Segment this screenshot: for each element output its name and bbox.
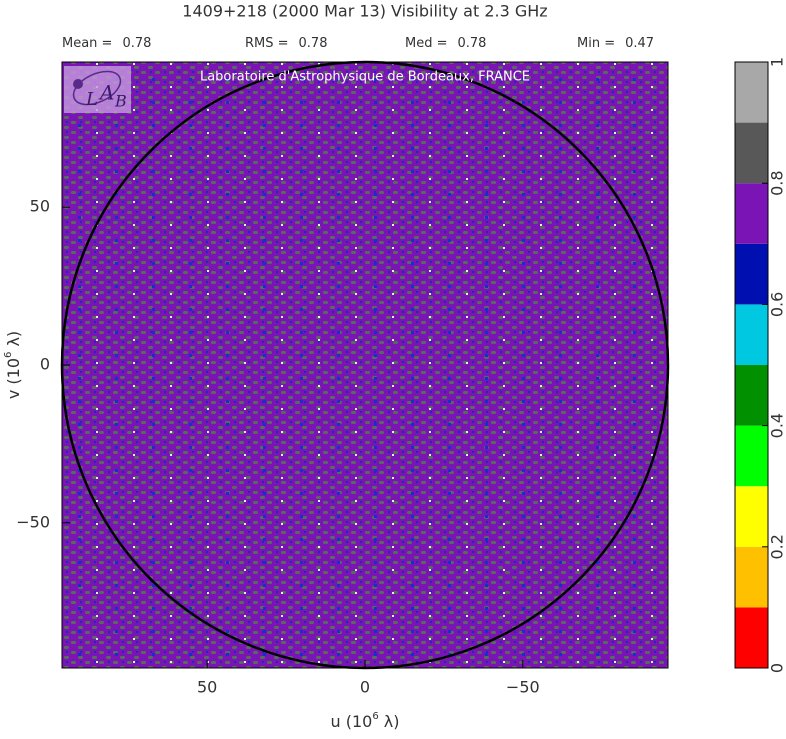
texture	[62, 62, 668, 668]
colorbar-tick-label: 1	[768, 57, 786, 67]
colorbar-segment	[735, 426, 768, 487]
axis-label-unit: λ)	[4, 331, 23, 352]
stat-value: 0.47	[625, 36, 654, 51]
stat-label: RMS =	[245, 36, 289, 51]
colorbar-segment	[735, 304, 768, 365]
y-tick-label: −50	[16, 512, 50, 531]
axis-label-text: v (10	[4, 358, 23, 399]
colorbar-tick-label: 0	[768, 663, 786, 673]
stat-label: Med =	[405, 36, 448, 51]
annotation: Laboratoire d'Astrophysique de Bordeaux,…	[200, 70, 530, 85]
stat: Med = 0.78	[405, 36, 486, 51]
stat-value: 0.78	[122, 36, 151, 51]
stat-label: Min =	[577, 36, 615, 51]
axis-label-text: u (10	[331, 712, 373, 731]
axis-label-unit: λ)	[379, 712, 400, 731]
stat: Min = 0.47	[577, 36, 654, 51]
logo-letter: L	[85, 89, 98, 110]
stat-value: 0.78	[299, 36, 328, 51]
x-tick-label: 50	[197, 678, 217, 697]
colorbar-segment	[735, 62, 768, 123]
colorbar-segment	[735, 183, 768, 244]
x-axis-label: u (106 λ)	[331, 711, 400, 731]
chart-title: 1409+218 (2000 Mar 13) Visibility at 2.3…	[182, 2, 547, 21]
colorbar-segment	[735, 244, 768, 305]
colorbar-tick-label: 0.2	[768, 534, 786, 559]
y-tick-label: 50	[30, 197, 50, 216]
y-axis-label: v (106 λ)	[3, 331, 23, 399]
logo-letter: B	[114, 92, 127, 111]
colorbar-tick-label: 0.4	[768, 413, 786, 438]
colorbar-tick-label: 0.8	[768, 170, 786, 195]
colorbar-segment	[735, 486, 768, 547]
colorbar-segment	[735, 547, 768, 608]
logo-letter: A	[98, 81, 114, 105]
x-tick-label: −50	[506, 678, 540, 697]
stat: RMS = 0.78	[245, 36, 327, 51]
colorbar-tick-label: 0.6	[768, 292, 786, 317]
x-tick-label: 0	[360, 678, 370, 697]
y-tick-label: 0	[40, 355, 50, 374]
stat: Mean = 0.78	[62, 36, 151, 51]
colorbar-segment	[735, 365, 768, 426]
colorbar-segment	[735, 607, 768, 668]
stat-value: 0.78	[458, 36, 487, 51]
stat-label: Mean =	[62, 36, 112, 51]
colorbar-segment	[735, 123, 768, 184]
